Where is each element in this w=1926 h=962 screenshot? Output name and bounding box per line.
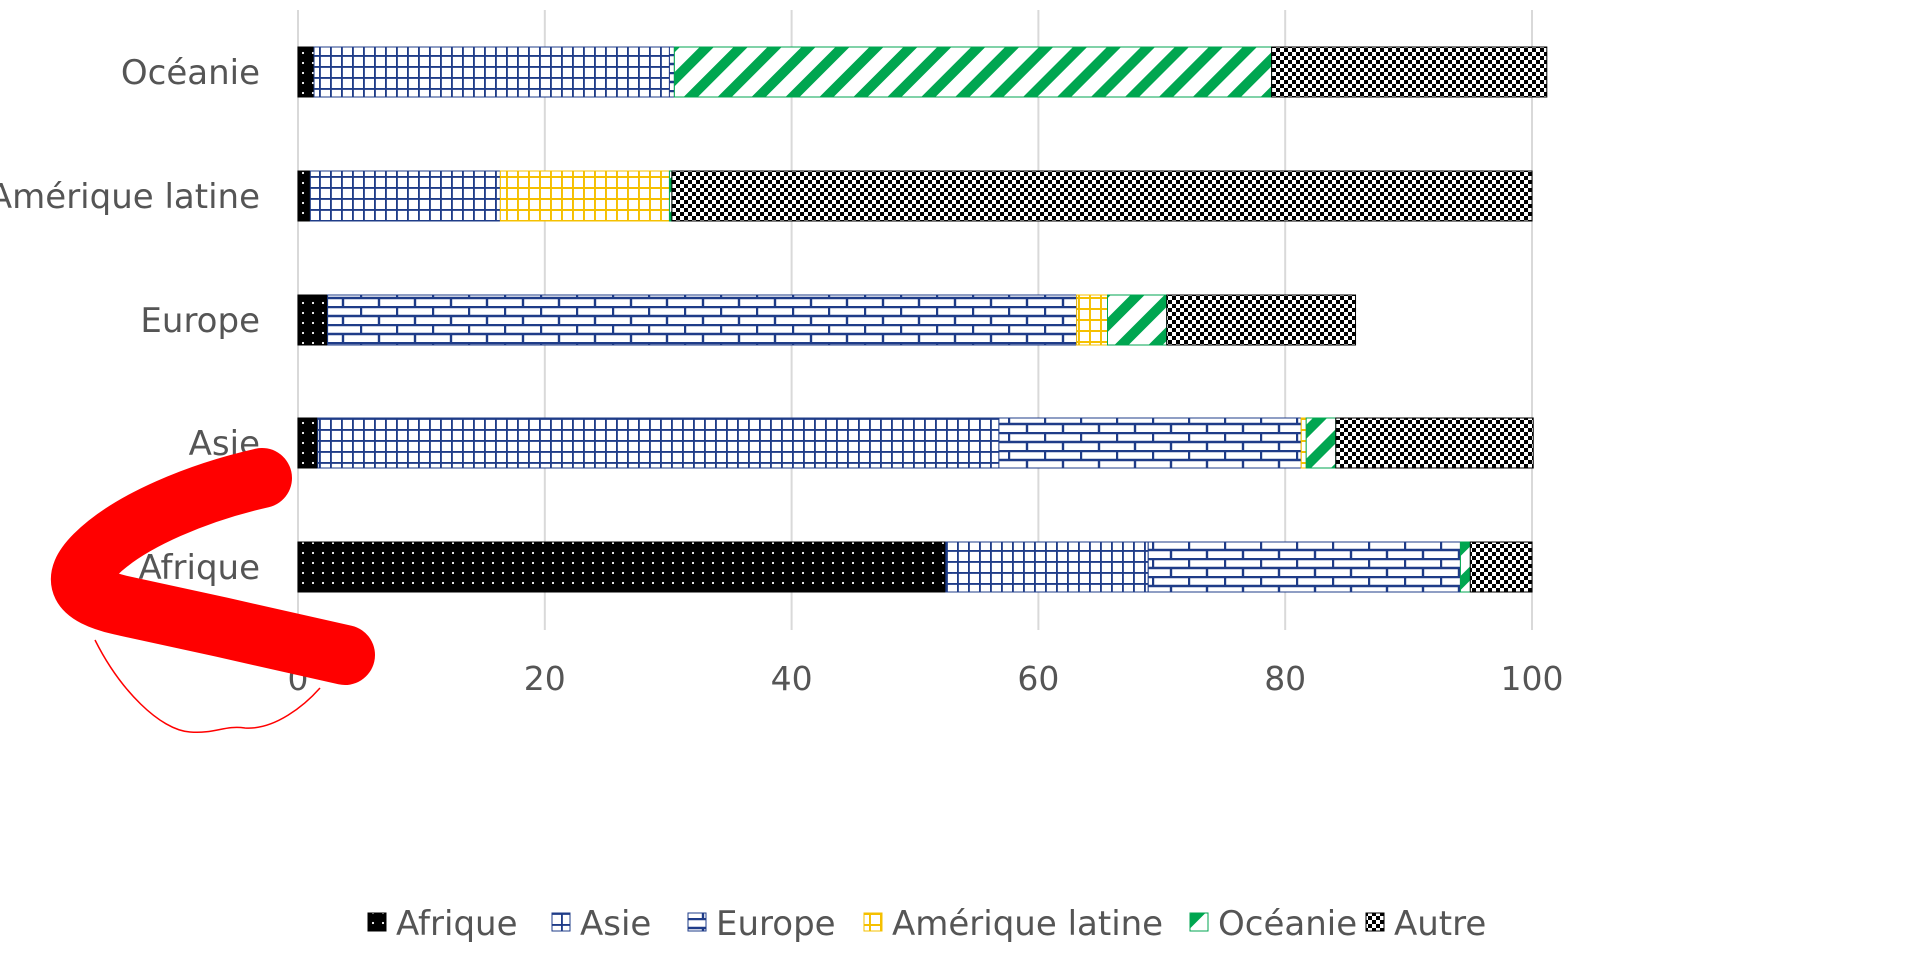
bars [297,46,1548,593]
legend-swatch [1189,912,1209,932]
red-scribble-annotation [51,448,375,734]
bar-segment [297,417,319,469]
bar-segment [1107,294,1168,346]
bar-segment [1459,541,1471,593]
bar-segment [1166,294,1357,346]
bar-segment [998,417,1302,469]
bar-segment [297,294,329,346]
x-tick-label: 100 [1501,659,1564,698]
category-label: Océanie [121,53,260,93]
bar-segment [1147,541,1461,593]
bar-segment [668,46,675,98]
legend-label: Autre [1394,904,1486,944]
bar-segment [673,46,1273,98]
legend-label: Asie [580,904,651,944]
bar-segment [1335,417,1534,469]
legend-swatch [687,912,707,932]
legend-swatch [551,912,571,932]
bar-segment [1076,294,1109,346]
bar-segment [1305,417,1337,469]
legend-label: Amérique latine [892,904,1163,944]
bar-segment [297,541,947,593]
bar-segment [313,46,670,98]
category-label: Europe [140,301,260,341]
bar-segment [297,46,315,98]
legend-swatch [863,912,883,932]
category-label: Afrique [139,548,261,588]
legend-label: Europe [716,904,836,944]
legend-swatch [367,912,387,932]
legend-label: Océanie [1218,904,1357,944]
x-tick-label: 80 [1264,659,1306,698]
bar-segment [1300,417,1307,469]
bar-segment [317,417,1000,469]
legend: Afrique Asie Europe Amérique latine Océanie A… [367,904,1486,944]
bar-segment [309,170,501,222]
category-label: Amérique latine [0,177,260,217]
bar-segment [945,541,1149,593]
red-scribble-stroke [51,448,375,685]
x-tick-label: 60 [1017,659,1059,698]
bar-segment [297,170,311,222]
bar-segment [327,294,1078,346]
x-tick-label: 20 [524,659,566,698]
red-scribble-outline [94,639,321,734]
x-axis-tick-labels: 0 20 40 60 80 100 [288,659,1564,698]
bar-segment [1469,541,1533,593]
bar-segment [499,170,670,222]
x-tick-label: 40 [771,659,813,698]
legend-label: Afrique [396,904,518,944]
bar-segment [1271,46,1548,98]
legend-swatch [1365,912,1385,932]
bar-segment [671,170,1533,222]
